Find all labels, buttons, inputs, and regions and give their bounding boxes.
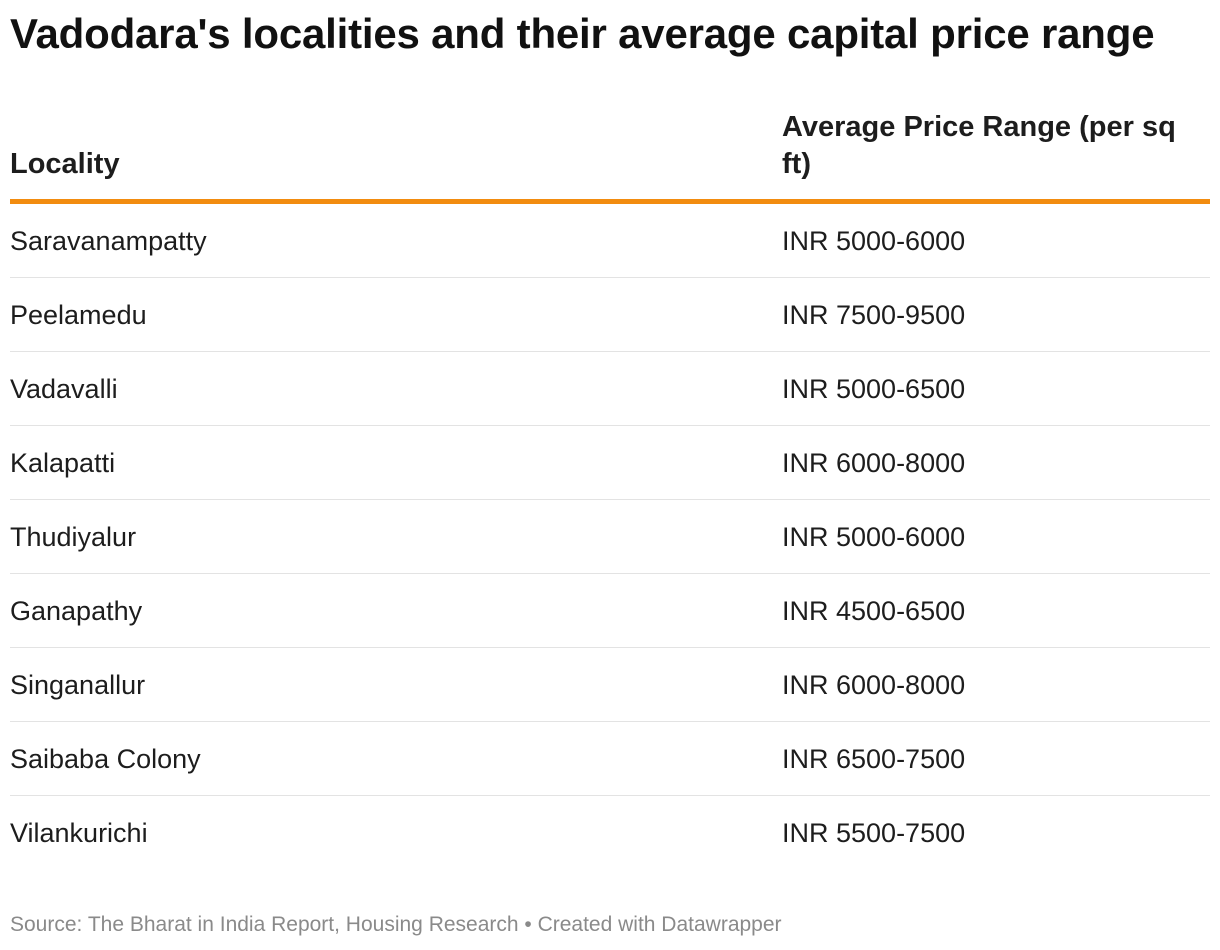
- price-range-cell: INR 5000-6000: [782, 225, 966, 256]
- source-footer: Source: The Bharat in India Report, Hous…: [10, 913, 782, 936]
- table-body: Saravanampatty INR 5000-6000 Peelamedu INR …: [10, 204, 1210, 870]
- price-range-cell: INR 6000-8000: [782, 447, 966, 478]
- table-row: Thudiyalur INR 5000-6000: [10, 500, 1210, 574]
- price-range-cell: INR 6500-7500: [782, 743, 966, 774]
- locality-cell: Singanallur: [10, 669, 146, 700]
- column-header-price-range: Average Price Range (per sq ft): [782, 111, 1176, 180]
- price-range-cell: INR 7500-9500: [782, 299, 966, 330]
- locality-cell: Ganapathy: [10, 595, 143, 626]
- price-range-cell: INR 4500-6500: [782, 595, 966, 626]
- table-row: Vadavalli INR 5000-6500: [10, 352, 1210, 426]
- table-row: Peelamedu INR 7500-9500: [10, 278, 1210, 352]
- locality-cell: Saibaba Colony: [10, 743, 201, 774]
- price-range-cell: INR 5500-7500: [782, 818, 966, 848]
- locality-cell: Peelamedu: [10, 299, 147, 330]
- column-header-locality: Locality: [10, 148, 120, 180]
- chart-title: Vadodara's localities and their average …: [10, 10, 1155, 57]
- table-row: Vilankurichi INR 5500-7500: [10, 796, 1210, 870]
- table-header: Locality Average Price Range (per sq ft): [10, 111, 1210, 204]
- price-range-cell: INR 5000-6000: [782, 521, 966, 552]
- table-row: Saibaba Colony INR 6500-7500: [10, 722, 1210, 796]
- locality-cell: Saravanampatty: [10, 225, 207, 256]
- locality-cell: Vilankurichi: [10, 818, 148, 848]
- locality-cell: Thudiyalur: [10, 521, 137, 552]
- price-range-cell: INR 5000-6500: [782, 373, 966, 404]
- table-row: Singanallur INR 6000-8000: [10, 648, 1210, 722]
- locality-cell: Vadavalli: [10, 373, 118, 404]
- price-table: Locality Average Price Range (per sq ft)…: [10, 111, 1210, 870]
- table-row: Saravanampatty INR 5000-6000: [10, 204, 1210, 278]
- table-row: Kalapatti INR 6000-8000: [10, 426, 1210, 500]
- price-range-cell: INR 6000-8000: [782, 669, 966, 700]
- table-row: Ganapathy INR 4500-6500: [10, 574, 1210, 648]
- locality-cell: Kalapatti: [10, 447, 116, 478]
